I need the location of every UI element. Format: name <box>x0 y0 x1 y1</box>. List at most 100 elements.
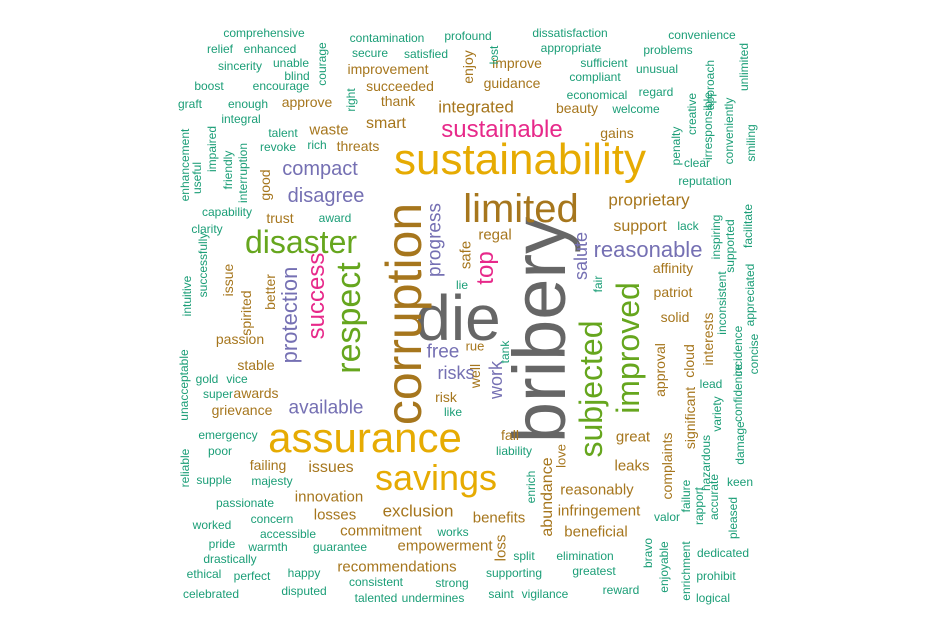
word-improvement: improvement <box>347 61 429 77</box>
word-concise: concise <box>747 333 761 375</box>
word-spirited: spirited <box>238 290 254 336</box>
word-subjected: subjected <box>573 320 609 458</box>
word-assurance: assurance <box>268 414 462 461</box>
word-enrichment: enrichment <box>679 541 693 601</box>
word-threats: threats <box>336 138 380 154</box>
word-cloud: cloud <box>681 344 697 378</box>
word-affinity: affinity <box>652 260 694 276</box>
word-profound: profound <box>444 29 492 43</box>
word-infringement: infringement <box>557 502 641 520</box>
word-happy: happy <box>287 566 321 580</box>
word-lie: lie <box>455 278 469 292</box>
word-comprehensive: comprehensive <box>223 26 305 40</box>
word-significant: significant <box>682 386 698 450</box>
word-fall: fall <box>501 427 519 443</box>
word-succeeded: succeeded <box>366 78 434 94</box>
word-improved: improved <box>610 282 646 414</box>
word-integral: integral <box>221 112 261 126</box>
word-bravo: bravo <box>641 537 655 569</box>
word-reasonable: reasonable <box>593 237 703 262</box>
word-solid: solid <box>660 309 690 325</box>
word-grievance: grievance <box>211 402 273 418</box>
word-vigilance: vigilance <box>521 587 569 601</box>
word-contamination: contamination <box>349 31 425 45</box>
word-good: good <box>257 169 273 201</box>
word-work: work <box>486 360 506 400</box>
word-free: free <box>426 341 460 363</box>
word-enjoy: enjoy <box>460 50 476 84</box>
word-approval: approval <box>652 343 668 397</box>
word-interests: interests <box>700 312 716 366</box>
word-progress: progress <box>424 203 446 277</box>
word-strong: strong <box>435 576 469 590</box>
word-issue: issue <box>220 263 236 297</box>
word-award: award <box>318 211 352 225</box>
word-smiling: smiling <box>744 124 758 162</box>
word-supple: supple <box>196 473 232 487</box>
word-problems: problems <box>643 43 693 57</box>
word-sustainable: sustainable <box>441 116 563 143</box>
word-warmth: warmth <box>248 540 288 554</box>
word-well: well <box>467 363 483 389</box>
word-talent: talent <box>268 126 298 140</box>
word-penalty: penalty <box>669 126 683 166</box>
word-thank: thank <box>380 93 416 109</box>
word-inconsistent: inconsistent <box>715 271 729 335</box>
word-satisfied: satisfied <box>403 47 449 61</box>
word-die: die <box>415 282 501 354</box>
word-beauty: beauty <box>555 100 599 116</box>
word-friendly: friendly <box>221 150 235 190</box>
word-inspiring: inspiring <box>709 214 723 260</box>
word-super: super <box>202 387 234 401</box>
word-prohibit: prohibit <box>696 569 736 583</box>
word-benefits: benefits <box>472 509 526 527</box>
word-unacceptable: unacceptable <box>177 349 191 421</box>
word-interruption: interruption <box>236 142 250 204</box>
word-stable: stable <box>237 357 275 373</box>
word-enjoyable: enjoyable <box>657 541 671 593</box>
word-dissatisfaction: dissatisfaction <box>532 26 608 40</box>
word-regard: regard <box>638 85 674 99</box>
word-lost: lost <box>487 45 501 65</box>
word-losses: losses <box>313 506 357 524</box>
word-gold: gold <box>195 372 219 386</box>
word-disputed: disputed <box>281 584 327 598</box>
word-regal: regal <box>478 226 512 244</box>
word-rue: rue <box>465 338 485 354</box>
word-supporting: supporting <box>485 566 543 580</box>
word-capability: capability <box>201 205 253 219</box>
word-reliable: reliable <box>178 448 192 488</box>
word-irresponsible: irresponsible <box>701 91 715 161</box>
word-keen: keen <box>726 475 754 489</box>
word-reward: reward <box>602 583 640 597</box>
word-convenience: convenience <box>668 28 736 42</box>
word-pride: pride <box>208 537 236 551</box>
word-commitment: commitment <box>340 522 422 540</box>
word-empowerment: empowerment <box>397 537 493 555</box>
word-confidence: confidence <box>731 363 745 423</box>
word-smart: smart <box>366 115 406 132</box>
word-better: better <box>262 274 278 310</box>
word-works: works <box>437 525 469 539</box>
word-trust: trust <box>266 210 294 226</box>
word-celebrated: celebrated <box>182 587 240 601</box>
word-reasonably: reasonably <box>560 481 634 499</box>
word-protection: protection <box>277 266 302 364</box>
word-impaired: impaired <box>205 125 219 173</box>
word-secure: secure <box>351 46 389 60</box>
word-greatest: greatest <box>572 564 616 578</box>
word-relief: relief <box>206 42 234 56</box>
word-enough: enough <box>227 97 269 111</box>
word-welcome: welcome <box>612 102 660 116</box>
word-savings: savings <box>374 457 498 498</box>
word-risk: risk <box>435 389 457 405</box>
word-variety: variety <box>710 396 724 432</box>
word-failing: failing <box>249 457 287 473</box>
word-leaks: leaks <box>614 457 650 475</box>
word-integrated: integrated <box>438 97 514 117</box>
word-innovation: innovation <box>294 488 364 506</box>
word-creative: creative <box>685 92 699 136</box>
word-compliant: compliant <box>569 70 621 84</box>
word-available: available <box>288 397 364 419</box>
word-unlimited: unlimited <box>737 42 751 92</box>
